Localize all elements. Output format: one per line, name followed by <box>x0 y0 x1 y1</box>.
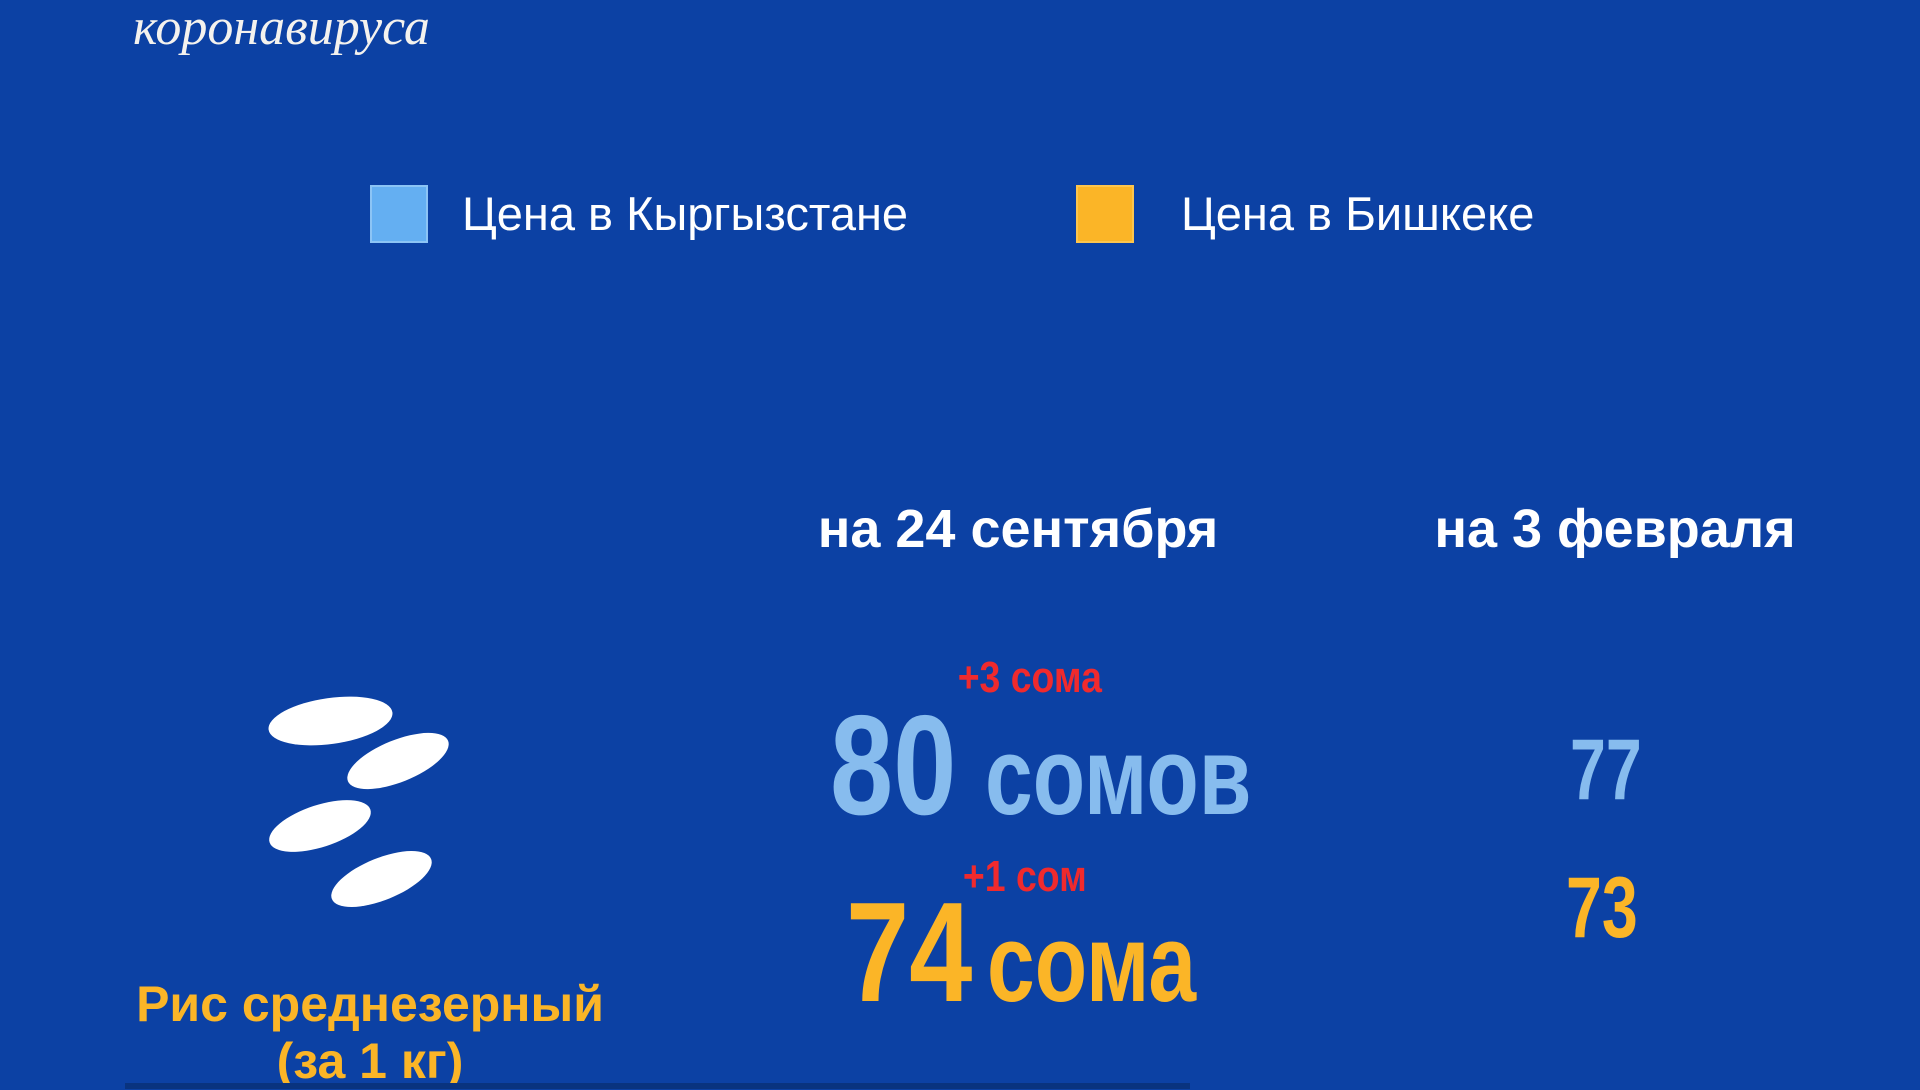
value-kyrgyzstan-february: 77 <box>1570 722 1642 818</box>
legend-item-kyrgyzstan: Цена в Кыргызстане <box>370 185 908 243</box>
unit-bishkek-september: сома <box>987 902 1197 1025</box>
change-badge-kyrgyzstan: +3 сома <box>830 656 1230 700</box>
change-badge-bishkek-text: +1 сом <box>963 852 1087 901</box>
change-badge-bishkek: +1 сом <box>825 855 1225 899</box>
column-header-september: на 24 сентября <box>817 499 1219 559</box>
unit-kyrgyzstan-september: сомов <box>985 715 1252 838</box>
change-badge-kyrgyzstan-text: +3 сома <box>957 653 1103 702</box>
product-unit: (за 1 кг) <box>276 1033 464 1089</box>
value-bishkek-february: 73 <box>1566 860 1638 956</box>
rice-grain-shape <box>263 789 377 863</box>
value-kyrgyzstan-september: 80 <box>830 686 957 845</box>
legend-label-bishkek: Цена в Бишкеке <box>1181 187 1535 240</box>
legend-label-kyrgyzstan: Цена в Кыргызстане <box>462 187 909 240</box>
column-header-february: на 3 февраля <box>1434 499 1796 559</box>
rice-grain-shape <box>324 839 439 919</box>
product-label: Рис среднезерный (за 1 кг) <box>95 976 645 1090</box>
legend-swatch-kyrgyzstan <box>370 185 428 243</box>
legend-item-bishkek: Цена в Бишкеке <box>1076 185 1534 243</box>
bottom-footer-edge <box>125 1083 1190 1089</box>
rice-grain-shape <box>265 689 396 753</box>
value-bishkek-september: 74 <box>846 873 973 1032</box>
product-name: Рис среднезерный <box>136 976 604 1032</box>
title-fragment: коронавируса <box>133 0 430 56</box>
legend-swatch-bishkek <box>1076 185 1134 243</box>
